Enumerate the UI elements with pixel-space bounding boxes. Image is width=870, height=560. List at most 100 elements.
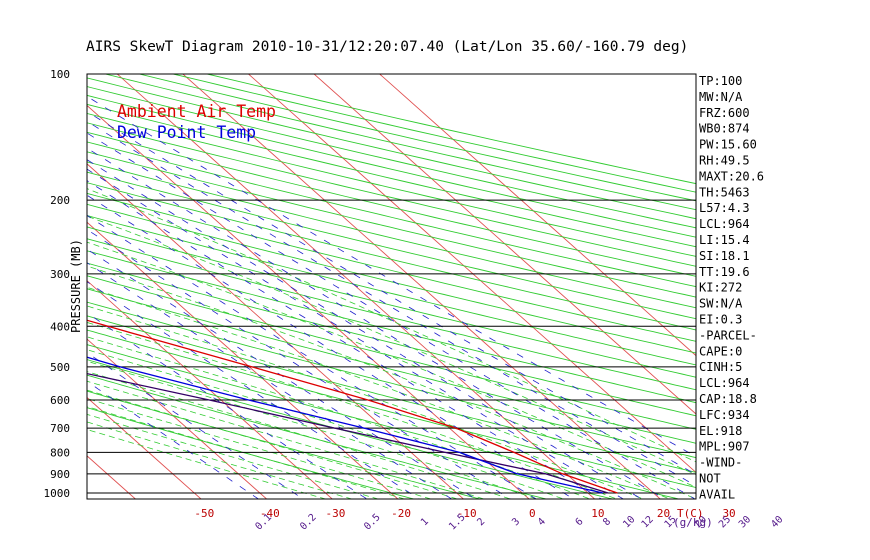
bottom-temp-tick-label: -30 [326,507,346,520]
sounding-index-entry: AVAIL [699,487,735,501]
sounding-index-entry: SI:18.1 [699,249,750,263]
sounding-index-entry: CAPE:0 [699,344,742,358]
dry-adiabat-line [87,182,696,331]
dry-adiabat-line [87,359,615,499]
chart-title: AIRS SkewT Diagram 2010-10-31/12:20:07.4… [86,39,688,55]
mixing-ratio-label: 12 [640,514,656,530]
dry-adiabat-line [87,250,696,404]
dew-point-series-line [87,356,604,494]
moist-adiabat-line [87,360,538,499]
dry-adiabat-line [87,344,681,499]
dry-adiabat-line [87,151,696,298]
mixing-ratio-label: 0.5 [362,512,383,533]
sounding-index-entry: LCL:964 [699,217,750,231]
dry-adiabat-line [87,203,696,354]
dry-adiabat-line [87,262,696,417]
dry-adiabat-line [87,275,696,430]
mixing-ratio-label: 40 [769,514,785,530]
dry-adiabat-line [87,141,696,288]
mixing-ratio-label: 3 [510,516,522,528]
bottom-temp-tick-label: -10 [457,507,477,520]
sounding-index-entry: L57:4.3 [699,201,750,215]
mixing-ratio-line [87,168,625,499]
sounding-index-entry: MPL:907 [699,440,750,454]
isotherm-line [378,74,696,357]
pressure-axis-label: PRESSURE (MB) [69,239,83,333]
sounding-index-entry: KI:272 [699,281,742,295]
dry-adiabat-line [87,288,696,444]
isotherm-line [87,163,465,499]
legend-ambient-air-temp: Ambient Air Temp [117,102,276,121]
sounding-index-entry: MAXT:20.6 [699,169,764,183]
mixing-ratio-line [87,214,537,499]
mixing-ratio-line [87,120,696,487]
moist-adiabat-line [87,398,433,499]
moist-adiabat-line [87,389,459,499]
moist-adiabat-line [87,286,671,499]
moist-adiabat-line [87,215,696,476]
pressure-tick-label: 200 [50,194,70,207]
mixing-ratio-line [87,194,575,499]
sounding-index-entry: SW:N/A [699,297,743,311]
dry-adiabat-line [87,238,696,391]
dry-adiabat-line [87,407,416,499]
dry-adiabat-line [87,192,696,342]
sounding-index-entry: NOT [699,472,721,486]
pressure-tick-label: 700 [50,422,70,435]
dry-adiabat-line [87,161,696,309]
mixing-ratio-label: 8 [601,516,613,528]
sounding-index-entry: EI:0.3 [699,313,742,327]
moist-adiabat-line [87,371,512,499]
sounding-series [87,319,618,494]
sounding-index-entry: RH:49.5 [699,154,750,168]
mixing-ratio-line [87,147,666,499]
mixing-ratio-line [87,262,453,499]
dry-adiabat-line [87,112,696,257]
dry-adiabat-line [173,74,696,193]
background-grid [0,55,696,504]
dry-adiabat-line [87,215,696,366]
pressure-tick-label: 900 [50,468,70,481]
mixing-ratio-label: 30 [737,514,753,530]
pressure-tick-label: 400 [50,320,70,333]
legend-dew-point-temp: Dew Point Temp [117,123,256,142]
pressure-tick-label: 500 [50,361,70,374]
dry-adiabat-line [87,131,696,277]
plot-frame [86,73,697,500]
mixing-ratio-line [87,159,643,499]
bottom-temp-tick-label: -40 [260,507,280,520]
mixing-ratio-line [87,312,368,499]
sounding-index-entry: -PARCEL- [699,328,757,342]
isotherm-line [182,74,661,499]
bottom-temp-tick-label: 10 [591,507,604,520]
mixing-ratio-label: 4 [536,516,548,528]
isotherm-line [87,396,202,499]
pressure-tick-label: 600 [50,394,70,407]
bottom-temp-tick-label: 0 [529,507,536,520]
moist-adiabat-line [87,380,486,499]
dry-adiabat-line [87,301,696,459]
isotherm-line [0,55,9,504]
temperature-units-label: T(C) [677,507,704,520]
isotherm-line [87,221,399,499]
mixing-ratio-line [87,132,696,499]
sounding-index-entry: CAP:18.8 [699,392,757,406]
dry-adiabat-line [87,171,696,320]
sounding-index-entry: EL:918 [699,424,742,438]
mixing-ratio-line [87,248,477,499]
dry-adiabat-line [87,374,548,499]
sounding-index-entry: MW:N/A [699,90,743,104]
bottom-temp-tick-label: 20 [657,507,670,520]
mixing-ratio-label: 6 [574,516,586,528]
bottom-temp-tick-label: -50 [194,507,214,520]
sounding-index-entry: CINH:5 [699,360,742,374]
mixing-ratio-label: 10 [621,514,637,530]
sounding-index-entry: LI:15.4 [699,233,750,247]
pressure-tick-label: 300 [50,268,70,281]
sounding-index-entry: FRZ:600 [699,106,750,120]
sounding-indices-list: TP:100 MW:N/A FRZ:600 WB0:874 PW:15.60 RH:49.… [699,74,764,501]
dry-adiabat-line [87,390,482,499]
mixing-ratio-units-label: (g/kg) [673,516,713,529]
sounding-index-entry: LCL:964 [699,376,750,390]
